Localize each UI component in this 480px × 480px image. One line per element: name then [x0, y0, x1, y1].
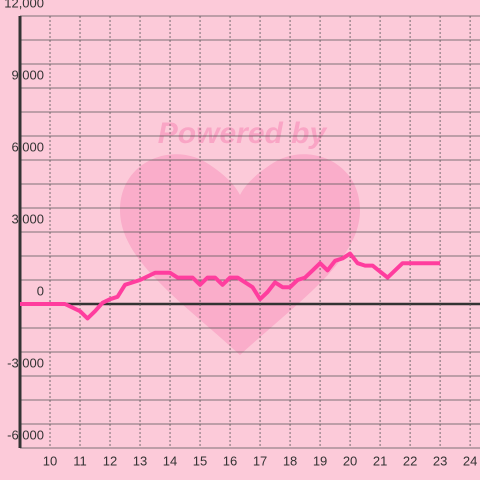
watermark — [120, 154, 360, 355]
x-tick-label: 18 — [283, 453, 297, 468]
x-tick-label: 14 — [163, 453, 177, 468]
y-tick-label: 12,000 — [4, 0, 44, 10]
x-tick-label: 15 — [193, 453, 207, 468]
watermark-heart — [120, 154, 360, 355]
data-line — [20, 251, 441, 321]
x-tick-label: 16 — [223, 453, 237, 468]
y-tick-label: -6,000 — [7, 427, 44, 442]
watermark-text: Powered by — [158, 117, 328, 150]
y-tick-label: 3,000 — [11, 211, 44, 226]
x-tick-label: 19 — [313, 453, 327, 468]
x-tick-label: 21 — [373, 453, 387, 468]
x-tick-label: 23 — [433, 453, 447, 468]
x-tick-label: 13 — [133, 453, 147, 468]
y-tick-label: 0 — [37, 283, 44, 298]
x-tick-label: 11 — [73, 453, 87, 468]
x-tick-label: 12 — [103, 453, 117, 468]
x-tick-label: 20 — [343, 453, 357, 468]
x-tick-label: 22 — [403, 453, 417, 468]
y-tick-label: 9,000 — [11, 67, 44, 82]
y-tick-label: 6,000 — [11, 139, 44, 154]
x-tick-label: 17 — [253, 453, 267, 468]
x-tick-label: 24 — [463, 453, 477, 468]
y-tick-label: -3,000 — [7, 355, 44, 370]
x-tick-label: 10 — [43, 453, 57, 468]
